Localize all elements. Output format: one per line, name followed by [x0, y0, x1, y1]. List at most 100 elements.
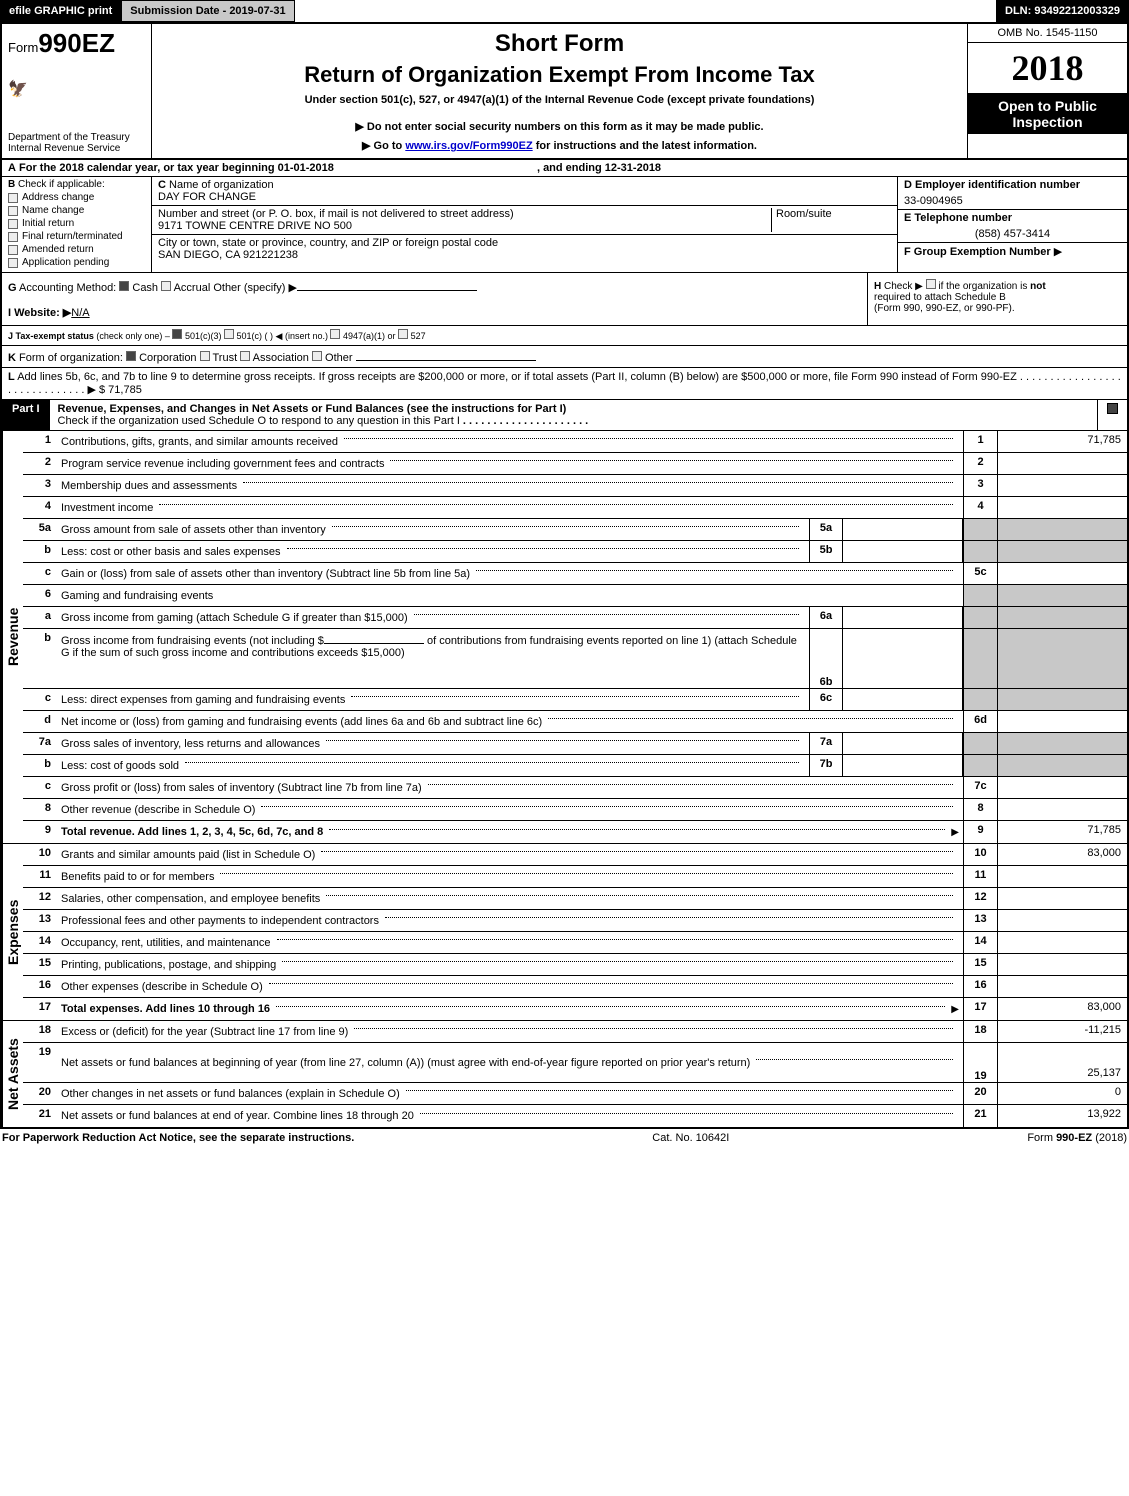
- line-desc: Excess or (deficit) for the year (Subtra…: [61, 1026, 348, 1038]
- g-text: Accounting Method:: [19, 282, 116, 294]
- omb-number: OMB No. 1545-1150: [968, 24, 1127, 43]
- checkbox-icon: [8, 206, 18, 216]
- line-desc: Gross profit or (loss) from sales of inv…: [61, 782, 422, 794]
- submission-date-button[interactable]: Submission Date - 2019-07-31: [121, 0, 294, 22]
- checkbox-icon[interactable]: [126, 351, 136, 361]
- line-19: 19Net assets or fund balances at beginni…: [23, 1043, 1127, 1083]
- mini-num: 6b: [809, 629, 843, 688]
- chk-final-return[interactable]: Final return/terminated: [8, 231, 145, 242]
- line-8: 8Other revenue (describe in Schedule O)8: [23, 799, 1127, 821]
- result-val-gray: [997, 629, 1127, 688]
- open-public-1: Open to Public: [972, 98, 1123, 114]
- org-name-row: C Name of organization DAY FOR CHANGE: [152, 177, 897, 206]
- checkbox-icon: [8, 258, 18, 268]
- addr-value: 9171 TOWNE CENTRE DRIVE NO 500: [158, 220, 771, 232]
- tax-year: 2018: [968, 43, 1127, 94]
- address-row: Number and street (or P. O. box, if mail…: [152, 206, 897, 235]
- result-val-gray: [997, 585, 1127, 606]
- result-num: 9: [963, 821, 997, 843]
- line-6a: a Gross income from gaming (attach Schedu…: [23, 607, 1127, 629]
- line-desc: Gross income from gaming (attach Schedul…: [61, 612, 408, 624]
- result-num-gray: [963, 519, 997, 540]
- col-d: D Employer identification number 33-0904…: [897, 177, 1127, 272]
- line-desc: Less: cost or other basis and sales expe…: [61, 546, 281, 558]
- chk-initial-return[interactable]: Initial return: [8, 218, 145, 229]
- result-num: 1: [963, 431, 997, 452]
- part-1-checkbox[interactable]: [1097, 400, 1127, 430]
- line-14: 14Occupancy, rent, utilities, and mainte…: [23, 932, 1127, 954]
- line-num: a: [23, 607, 57, 628]
- addr-label: Number and street (or P. O. box, if mail…: [158, 208, 771, 220]
- city-label: City or town, state or province, country…: [158, 237, 891, 249]
- b-label: B: [8, 179, 15, 190]
- chk-address-change[interactable]: Address change: [8, 192, 145, 203]
- line-num: d: [23, 711, 57, 732]
- checkbox-icon[interactable]: [224, 329, 234, 339]
- result-num: 5c: [963, 563, 997, 584]
- result-num: 6d: [963, 711, 997, 732]
- l-arrow: ▶: [87, 384, 95, 396]
- line-desc: Less: cost of goods sold: [61, 760, 179, 772]
- fundraising-amount-input[interactable]: [324, 632, 424, 644]
- row-k: K Form of organization: Corporation Trus…: [2, 346, 1127, 368]
- line-num: 19: [23, 1043, 57, 1082]
- result-val: -11,215: [997, 1021, 1127, 1042]
- efile-button[interactable]: efile GRAPHIC print: [0, 0, 121, 22]
- header-right: OMB No. 1545-1150 2018 Open to Public In…: [967, 24, 1127, 158]
- line-desc: Other changes in net assets or fund bala…: [61, 1088, 400, 1100]
- checkbox-icon[interactable]: [398, 329, 408, 339]
- h-text-2: if the organization is: [938, 281, 1030, 292]
- department-label: Department of the Treasury Internal Reve…: [8, 132, 145, 154]
- chk-name-change[interactable]: Name change: [8, 205, 145, 216]
- checkbox-icon[interactable]: [200, 351, 210, 361]
- result-val: [997, 976, 1127, 997]
- mini-num: 7b: [809, 755, 843, 776]
- notice-2-prefix: ▶ Go to: [362, 140, 405, 152]
- result-num-gray: [963, 629, 997, 688]
- checkbox-icon[interactable]: [240, 351, 250, 361]
- result-num: 10: [963, 844, 997, 865]
- checkbox-icon[interactable]: [161, 281, 171, 291]
- checkbox-icon[interactable]: [172, 329, 182, 339]
- result-num: 17: [963, 998, 997, 1020]
- result-val-gray: [997, 541, 1127, 562]
- website-value: N/A: [71, 307, 89, 319]
- room-suite: Room/suite: [771, 208, 891, 232]
- irs-link[interactable]: www.irs.gov/Form990EZ: [405, 140, 532, 152]
- result-val-gray: [997, 733, 1127, 754]
- form-outer: Form990EZ 🦅 Department of the Treasury I…: [0, 22, 1129, 1129]
- row-j: J Tax-exempt status (check only one) – 5…: [2, 326, 1127, 346]
- line-num: c: [23, 777, 57, 798]
- other-org-input[interactable]: [356, 349, 536, 361]
- result-val: 13,922: [997, 1105, 1127, 1127]
- line-11: 11Benefits paid to or for members11: [23, 866, 1127, 888]
- checkbox-icon[interactable]: [926, 279, 936, 289]
- result-val: 25,137: [997, 1043, 1127, 1082]
- line-num: 17: [23, 998, 57, 1020]
- chk-application-pending[interactable]: Application pending: [8, 257, 145, 268]
- chk-amended-return[interactable]: Amended return: [8, 244, 145, 255]
- line-desc: Less: direct expenses from gaming and fu…: [61, 694, 345, 706]
- other-specify-input[interactable]: [297, 279, 477, 291]
- k-o2: Trust: [212, 352, 237, 364]
- line-num: 8: [23, 799, 57, 820]
- checkbox-icon[interactable]: [330, 329, 340, 339]
- line-18: 18Excess or (deficit) for the year (Subt…: [23, 1021, 1127, 1043]
- checkbox-icon[interactable]: [312, 351, 322, 361]
- line-9: 9Total revenue. Add lines 1, 2, 3, 4, 5c…: [23, 821, 1127, 843]
- line-desc: Gross sales of inventory, less returns a…: [61, 738, 320, 750]
- notice-1: ▶ Do not enter social security numbers o…: [162, 120, 957, 133]
- line-6: 6Gaming and fundraising events: [23, 585, 1127, 607]
- chk-label: Address change: [22, 192, 94, 203]
- line-num: 4: [23, 497, 57, 518]
- form-prefix: Form: [8, 40, 38, 55]
- phone-value: (858) 457-3414: [904, 228, 1121, 240]
- checkbox-icon[interactable]: [119, 281, 129, 291]
- result-num: 21: [963, 1105, 997, 1127]
- line-21: 21Net assets or fund balances at end of …: [23, 1105, 1127, 1127]
- line-num: 9: [23, 821, 57, 843]
- result-val: 83,000: [997, 998, 1127, 1020]
- part-1-tag: Part I: [2, 400, 50, 430]
- result-num: 15: [963, 954, 997, 975]
- part-1-title-text: Revenue, Expenses, and Changes in Net As…: [58, 403, 567, 415]
